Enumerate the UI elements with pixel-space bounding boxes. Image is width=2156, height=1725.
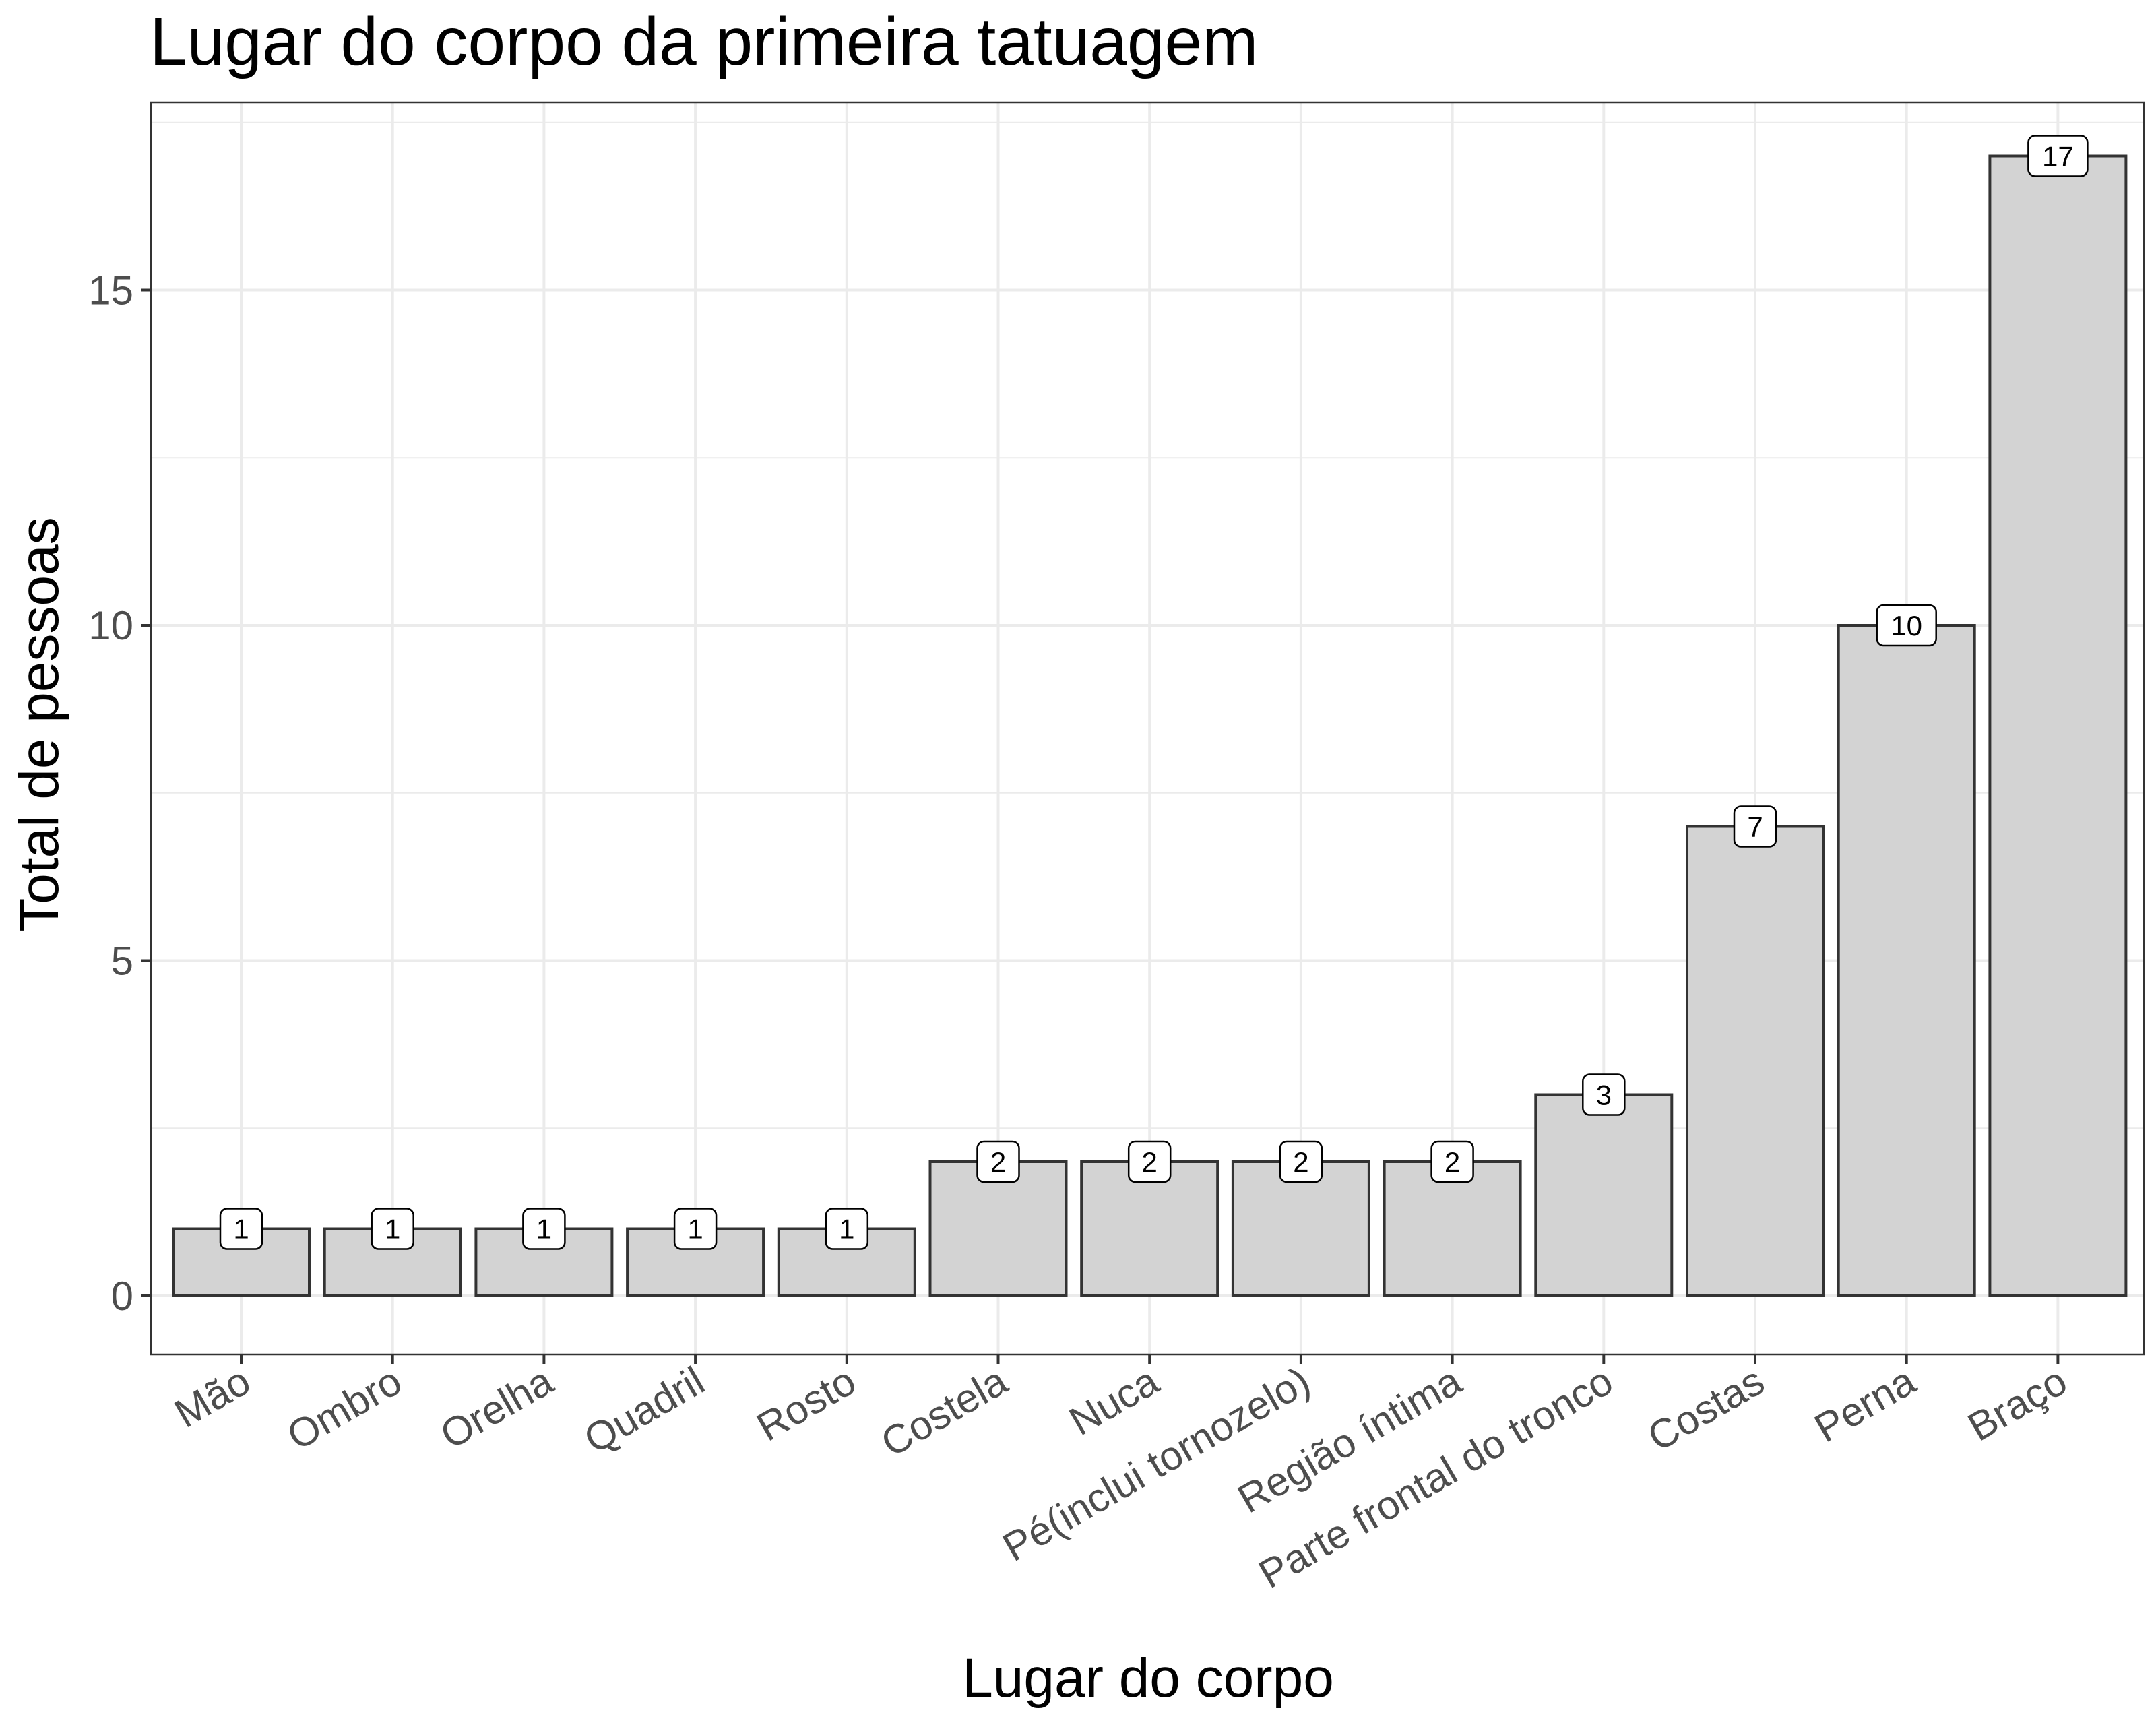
x-tick-label: Rosto — [749, 1358, 863, 1449]
bar — [1080, 1160, 1219, 1297]
x-tick-label: Orelha — [433, 1358, 561, 1457]
data-label: 1 — [673, 1208, 718, 1250]
data-label: 17 — [2027, 135, 2089, 177]
y-axis: 0 5 10 15 — [88, 268, 151, 1319]
x-tick-label: Mão — [167, 1358, 258, 1436]
data-label-box — [219, 1208, 263, 1250]
bar — [1534, 1093, 1674, 1297]
data-label-box — [1127, 1140, 1172, 1183]
y-tick-label: 0 — [111, 1274, 133, 1319]
data-label-text: 3 — [1596, 1079, 1612, 1111]
data-label: 2 — [1279, 1140, 1323, 1183]
data-label-box — [1876, 604, 1937, 647]
data-label: 1 — [371, 1208, 414, 1250]
x-tick-label: Costela — [873, 1358, 1015, 1466]
data-label: 2 — [1430, 1140, 1474, 1183]
data-label-box — [673, 1208, 718, 1250]
bars — [172, 154, 2128, 1297]
data-label-box — [2027, 135, 2089, 177]
x-tick-label: Perna — [1807, 1358, 1924, 1451]
data-label: 1 — [825, 1208, 869, 1250]
x-tick-label: Braço — [1961, 1358, 2074, 1449]
data-label: 2 — [976, 1140, 1020, 1183]
chart-title: Lugar do corpo da primeira tatuagem — [150, 4, 1258, 80]
data-label: 10 — [1876, 604, 1937, 647]
data-label-text: 10 — [1891, 610, 1922, 641]
x-tick-label: Ombro — [280, 1358, 409, 1459]
data-label-text: 1 — [839, 1214, 854, 1245]
data-label: 2 — [1127, 1140, 1172, 1183]
y-tick-label: 5 — [111, 939, 133, 984]
data-label-box — [825, 1208, 869, 1250]
y-tick-label: 15 — [88, 268, 133, 313]
data-label-text: 7 — [1747, 811, 1763, 843]
data-label-text: 1 — [385, 1214, 400, 1245]
x-tick-label: Quadril — [577, 1358, 712, 1462]
data-label-box — [1582, 1073, 1626, 1116]
data-label-text: 1 — [536, 1214, 552, 1245]
data-label: 1 — [219, 1208, 263, 1250]
x-tick-label: Nuca — [1062, 1358, 1166, 1444]
data-label-text: 2 — [1142, 1146, 1158, 1178]
data-label: 1 — [522, 1208, 566, 1250]
bar — [1988, 154, 2128, 1297]
bar — [1686, 825, 1825, 1297]
x-tick-label: Costas — [1640, 1358, 1771, 1460]
data-label-box — [976, 1140, 1020, 1183]
bar — [1231, 1160, 1370, 1297]
data-label-text: 2 — [990, 1146, 1006, 1178]
data-label: 7 — [1733, 805, 1777, 848]
data-label-box — [1733, 805, 1777, 848]
x-axis: Mão Ombro Orelha Quadril Rosto Costela NucaPé(… — [167, 1354, 2074, 1597]
bar — [1383, 1160, 1522, 1297]
data-label: 3 — [1582, 1073, 1626, 1116]
y-tick-label: 10 — [88, 603, 133, 648]
data-labels: 1 1 1 1 1 2 2 2 2 3 7 10 17 — [219, 135, 2089, 1250]
data-label-box — [1430, 1140, 1474, 1183]
panel-border — [150, 101, 2145, 1356]
data-label-box — [371, 1208, 414, 1250]
data-label-text: 1 — [233, 1214, 249, 1245]
data-label-text: 2 — [1293, 1146, 1308, 1178]
data-label-text: 1 — [687, 1214, 703, 1245]
data-label-box — [522, 1208, 566, 1250]
data-label-text: 17 — [2042, 141, 2074, 172]
data-label-text: 2 — [1445, 1146, 1460, 1178]
x-axis-title: Lugar do corpo — [962, 1648, 1334, 1709]
data-label-box — [1279, 1140, 1323, 1183]
y-axis-title: Total de pessoas — [9, 517, 70, 931]
bar — [1837, 624, 1976, 1297]
